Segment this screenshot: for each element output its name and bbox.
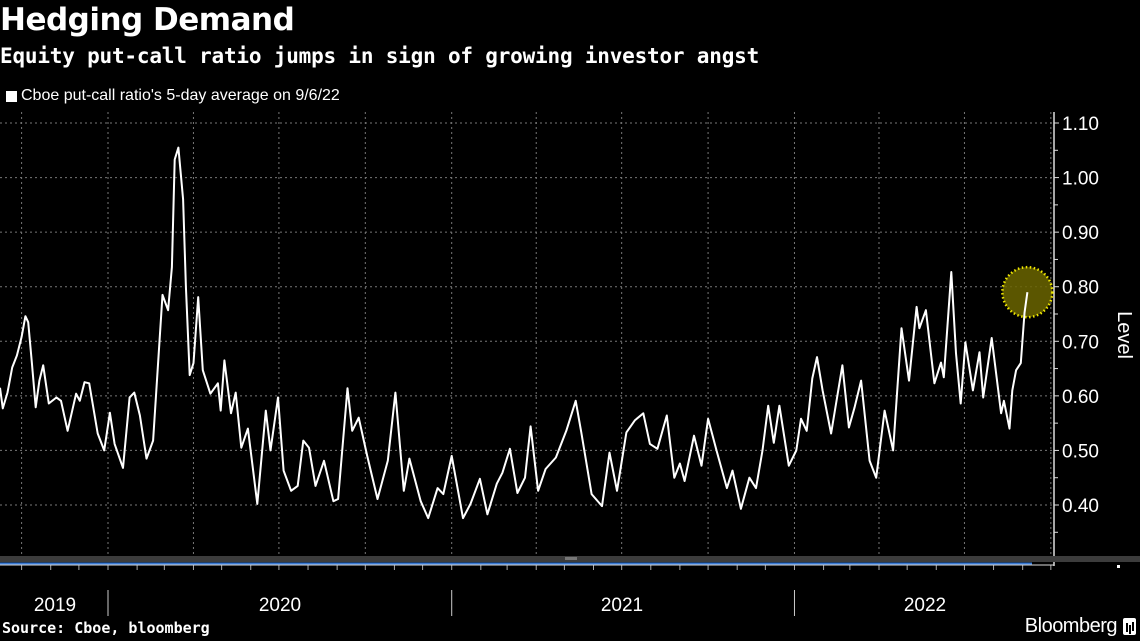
legend-label: Cboe put-call ratio's 5-day average on 9… [21, 87, 340, 104]
y-tick-label: 0.90 [1062, 223, 1099, 244]
chart-subtitle: Equity put-call ratio jumps in sign of g… [0, 44, 760, 68]
y-tick-label: 0.80 [1062, 278, 1099, 299]
y-tick-label: 1.10 [1062, 114, 1099, 135]
x-tick-label: 2020 [259, 595, 301, 616]
chart-title: Hedging Demand [0, 2, 295, 38]
x-tick-label: 2022 [904, 595, 946, 616]
highlight-circle [1001, 265, 1054, 319]
x-tick-label: 2019 [34, 595, 76, 616]
y-tick-label: 0.40 [1062, 496, 1099, 517]
legend-swatch [6, 90, 17, 102]
scroll-marker [1117, 565, 1120, 568]
y-tick-label: 0.60 [1062, 387, 1099, 408]
source-note: Source: Cboe, bloomberg [2, 619, 210, 637]
brand-text: Bloomberg [1024, 615, 1118, 637]
x-axis: 2019 2020 2021 2022 [0, 556, 1140, 616]
grid [0, 112, 1054, 556]
bloomberg-logo: Bloomberg [1025, 615, 1136, 638]
scrollbar-handle [565, 557, 577, 560]
y-tick-label: 0.70 [1062, 332, 1099, 353]
highlight [1001, 265, 1054, 319]
legend: Cboe put-call ratio's 5-day average on 9… [6, 87, 340, 105]
x-tick-label: 2021 [601, 595, 643, 616]
y-tick-label: 1.00 [1062, 169, 1099, 190]
y-axis-label: Level [1113, 311, 1135, 359]
y-axis: 0.40 0.50 0.60 0.70 0.80 0.90 1.00 1.10 [1053, 112, 1099, 566]
y-tick-label: 0.50 [1062, 441, 1099, 462]
series [0, 146, 1029, 520]
series-line [0, 146, 1029, 520]
bloomberg-chart-icon [1123, 618, 1136, 635]
